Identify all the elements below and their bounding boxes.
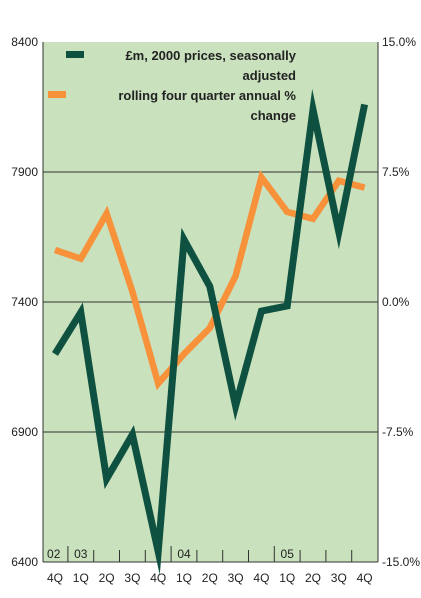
y-tick-label-right: -15.0% — [382, 555, 420, 569]
y-tick-label-right: 7.5% — [382, 165, 410, 179]
y-tick-label-left: 7900 — [11, 165, 38, 179]
legend-swatch-level — [66, 51, 84, 58]
y-tick-label-left: 6900 — [11, 425, 38, 439]
x-tick-label: 1Q — [176, 571, 192, 585]
year-label: 03 — [74, 547, 88, 561]
legend-label: change — [250, 108, 296, 123]
legend-label: £m, 2000 prices, seasonally — [125, 48, 296, 63]
series-line-change — [53, 169, 366, 391]
x-tick-label: 4Q — [253, 571, 269, 585]
series-line-level — [52, 88, 369, 576]
legend-label: rolling four quarter annual % — [118, 88, 296, 103]
x-tick-label: 2Q — [202, 571, 218, 585]
y-tick-label-right: -7.5% — [382, 425, 414, 439]
x-tick-label: 3Q — [124, 571, 140, 585]
x-tick-label: 3Q — [331, 571, 347, 585]
x-tick-label: 3Q — [228, 571, 244, 585]
year-label: 05 — [281, 547, 295, 561]
x-tick-label: 4Q — [357, 571, 373, 585]
x-tick-label: 2Q — [99, 571, 115, 585]
y-tick-label-left: 8400 — [11, 35, 38, 49]
x-tick-label: 4Q — [150, 571, 166, 585]
legend-label: adjusted — [243, 68, 297, 83]
y-tick-label-left: 7400 — [11, 295, 38, 309]
year-label: 04 — [177, 547, 191, 561]
x-tick-label: 4Q — [47, 571, 63, 585]
legend-swatch-change — [48, 91, 66, 98]
x-tick-label: 1Q — [279, 571, 295, 585]
y-tick-label-left: 6400 — [11, 555, 38, 569]
y-tick-label-right: 15.0% — [382, 35, 416, 49]
x-tick-label: 2Q — [305, 571, 321, 585]
x-tick-label: 1Q — [73, 571, 89, 585]
year-label: 02 — [47, 547, 61, 561]
y-tick-label-right: 0.0% — [382, 295, 410, 309]
